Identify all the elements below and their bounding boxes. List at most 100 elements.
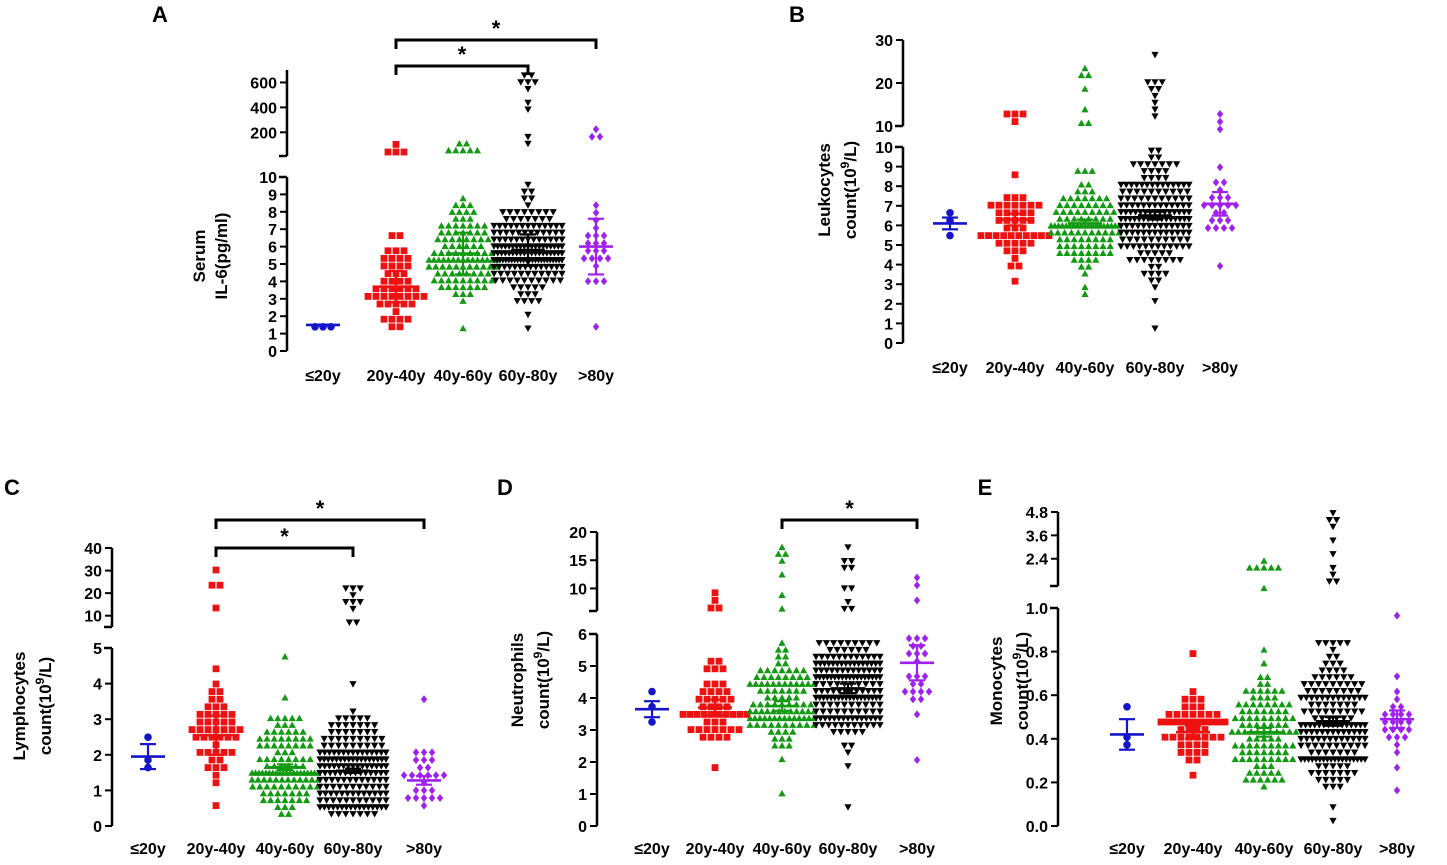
- data-point: [851, 640, 859, 647]
- data-point: [1253, 564, 1261, 571]
- data-point: [864, 653, 872, 661]
- data-point: [1264, 694, 1272, 701]
- data-point: [459, 201, 467, 209]
- data-point: [400, 247, 408, 255]
- data-point: [1081, 208, 1089, 215]
- data-point: [342, 599, 350, 606]
- data-point: [303, 789, 311, 797]
- data-point: [1127, 209, 1135, 216]
- data-point: [481, 222, 489, 229]
- data-point: [751, 714, 759, 722]
- data-point: [746, 721, 754, 728]
- data-point: [1169, 718, 1177, 726]
- data-point: [815, 640, 823, 647]
- panel-b-x-category-label: ≤20y: [932, 360, 968, 377]
- data-point: [1088, 194, 1096, 202]
- data-point: [364, 293, 372, 300]
- data-point: [448, 208, 456, 215]
- data-point: [1085, 249, 1093, 256]
- data-point: [1003, 224, 1011, 232]
- data-point: [596, 132, 604, 141]
- data-point: [356, 735, 364, 743]
- data-point: [719, 726, 727, 733]
- data-point: [1011, 247, 1019, 255]
- data-point: [1307, 681, 1315, 688]
- panel-b-series-2: [1047, 64, 1123, 297]
- data-point: [216, 733, 224, 741]
- data-point: [588, 132, 596, 141]
- data-point: [270, 783, 278, 790]
- data-point: [1003, 110, 1011, 118]
- panel-c-series-2: [248, 653, 322, 817]
- data-point: [1117, 229, 1125, 237]
- panel-c-y-tick-label: 20: [84, 586, 102, 603]
- data-point: [1185, 741, 1193, 749]
- data-point: [796, 721, 804, 728]
- data-point: [510, 270, 518, 278]
- data-point: [335, 749, 343, 756]
- data-point: [455, 235, 463, 243]
- data-point: [531, 216, 539, 223]
- data-point: [372, 763, 381, 770]
- data-point: [299, 741, 307, 749]
- data-point: [425, 256, 433, 263]
- data-point: [437, 276, 445, 284]
- data-point: [1325, 687, 1333, 695]
- data-point: [321, 763, 329, 770]
- data-point: [517, 284, 525, 291]
- data-point: [1220, 224, 1228, 232]
- data-point: [1289, 714, 1297, 722]
- data-point: [430, 249, 438, 256]
- data-point: [382, 790, 390, 798]
- data-point: [501, 222, 509, 230]
- data-point: [778, 789, 786, 797]
- data-point: [478, 256, 487, 263]
- data-point: [277, 755, 285, 763]
- data-point: [518, 222, 526, 230]
- data-point: [1260, 783, 1268, 790]
- panel-d-y-tick-label: 2: [578, 755, 587, 772]
- data-point: [481, 276, 489, 284]
- panel-e-x-category-label: >80y: [1379, 841, 1415, 858]
- data-point: [1302, 729, 1310, 736]
- data-point: [833, 646, 841, 654]
- data-point: [517, 270, 525, 278]
- data-point: [290, 776, 298, 783]
- data-point: [388, 277, 396, 285]
- data-point: [1162, 174, 1170, 182]
- data-point: [288, 714, 296, 722]
- data-point: [871, 667, 879, 674]
- data-point: [1099, 242, 1107, 250]
- data-point: [517, 291, 525, 298]
- data-point: [785, 687, 793, 694]
- data-point: [208, 688, 216, 695]
- data-point: [1333, 687, 1341, 695]
- panel-b-ylabel-line2: count(109/L): [838, 141, 860, 239]
- data-point: [541, 236, 549, 243]
- data-point: [499, 277, 507, 285]
- data-point: [377, 770, 385, 777]
- data-point: [256, 783, 264, 790]
- data-point: [281, 748, 289, 756]
- data-point: [327, 722, 335, 729]
- data-point: [558, 243, 566, 250]
- data-point: [535, 277, 543, 285]
- data-point: [323, 797, 331, 804]
- data-point: [909, 695, 917, 704]
- data-point: [790, 714, 798, 722]
- data-point: [192, 733, 200, 741]
- data-point: [1123, 243, 1131, 250]
- panel-c-x-category-label: 20y-40y: [187, 841, 246, 858]
- data-point: [1123, 202, 1131, 209]
- data-point: [464, 256, 472, 263]
- data-point: [1140, 202, 1148, 209]
- data-point: [1313, 729, 1321, 736]
- data-point: [1169, 236, 1177, 243]
- data-point: [1260, 735, 1268, 742]
- data-point: [767, 673, 775, 681]
- data-point: [1198, 718, 1206, 726]
- data-point: [439, 256, 448, 263]
- panel-c-y-tick-label: 0: [93, 819, 102, 836]
- data-point: [515, 229, 523, 237]
- data-point: [778, 735, 786, 742]
